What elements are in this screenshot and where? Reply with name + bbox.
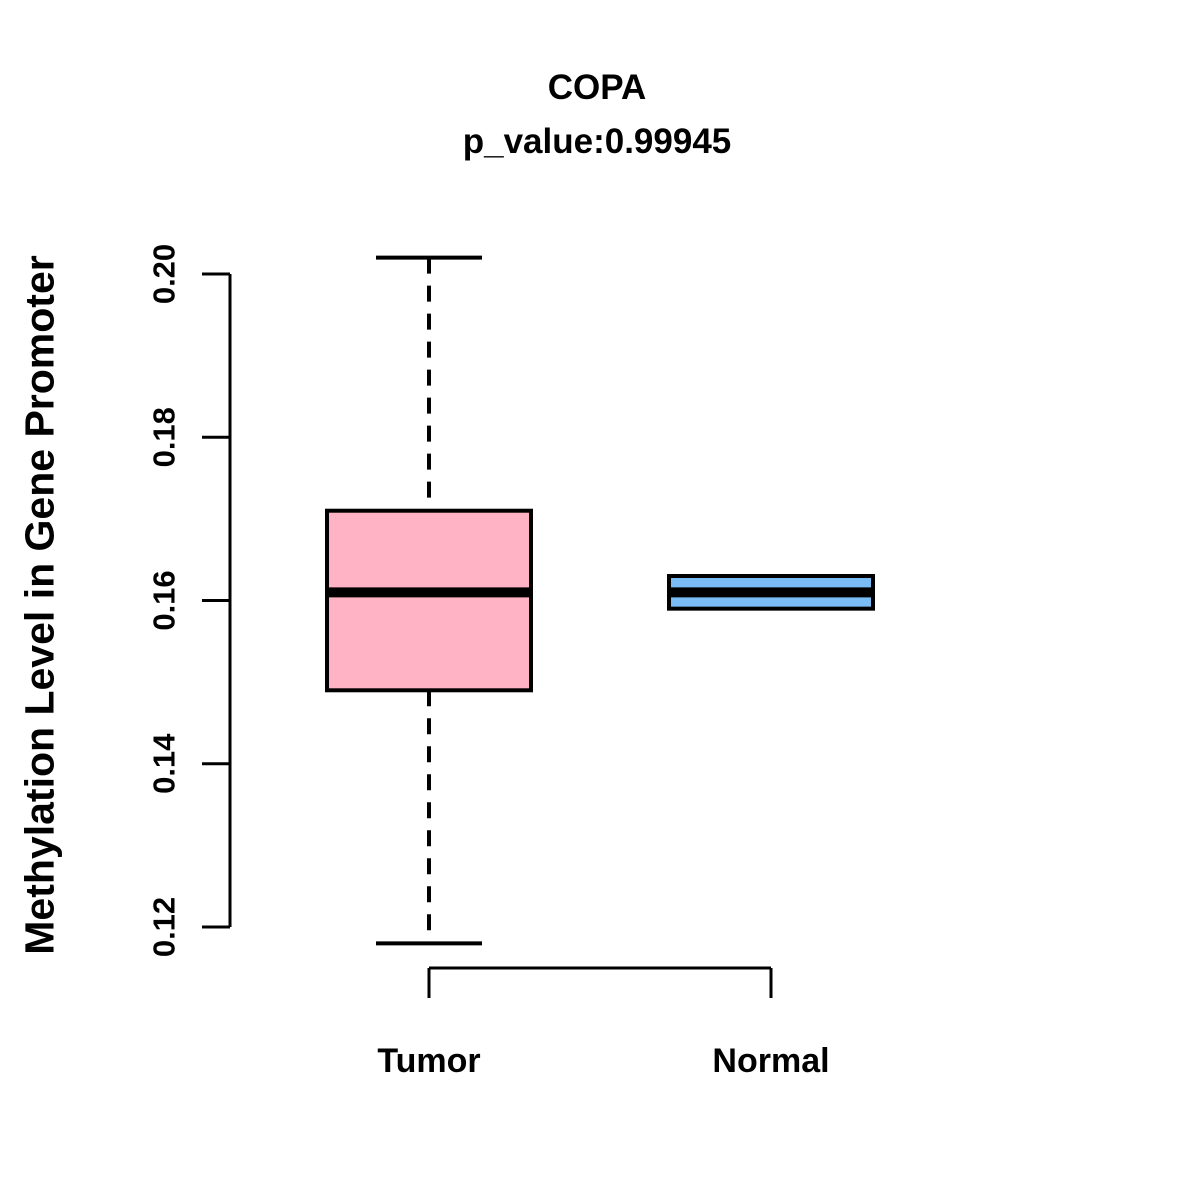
x-category-label-normal: Normal	[712, 1042, 829, 1080]
y-axis-tick-label: 0.18	[147, 407, 182, 467]
box-tumor	[325, 508, 533, 693]
chart-title: COPA	[547, 68, 647, 107]
x-category-label-tumor: Tumor	[377, 1042, 480, 1080]
y-axis-tick-label: 0.20	[147, 244, 182, 304]
y-axis-label: Methylation Level in Gene Promoter	[16, 255, 63, 955]
chart-subtitle: p_value:0.99945	[462, 122, 732, 161]
y-axis-tick-label: 0.14	[147, 733, 182, 794]
y-axis-tick-label: 0.12	[147, 897, 182, 957]
y-axis-tick-label: 0.16	[147, 570, 182, 630]
